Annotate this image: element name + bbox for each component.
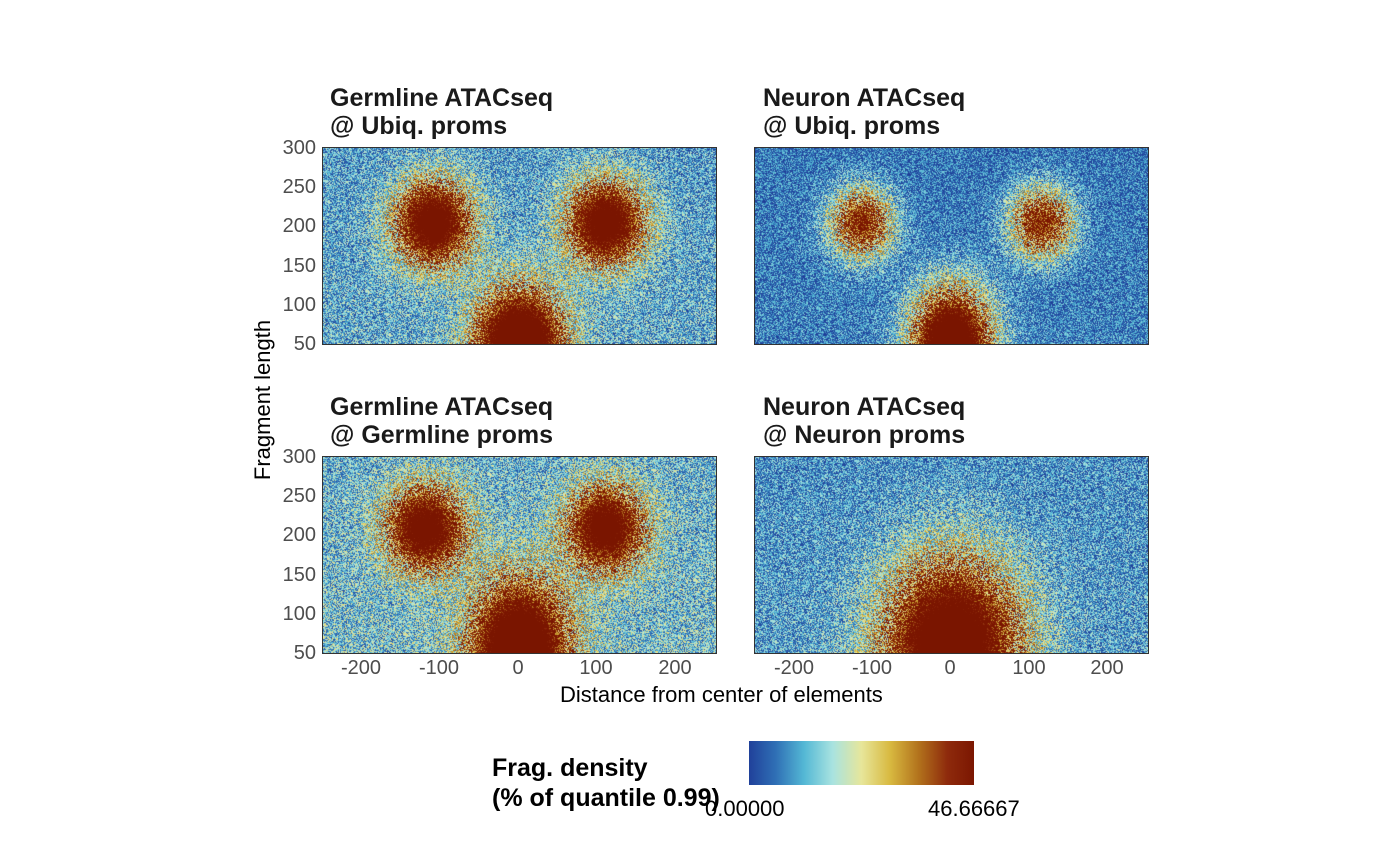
x-tick-label: -100 <box>851 657 893 679</box>
legend-max-label: 46.66667 <box>928 796 1020 821</box>
heatmap-canvas <box>323 457 716 653</box>
heatmap-panel-germline-ubiq <box>322 147 717 345</box>
y-tick-label: 250 <box>282 485 316 507</box>
x-tick-label: -100 <box>418 657 460 679</box>
x-tick-label: -200 <box>340 657 382 679</box>
panel-title-neuron-ubiq: Neuron ATACseq @ Ubiq. proms <box>763 84 965 140</box>
x-axis-label: Distance from center of elements <box>560 682 883 707</box>
x-tick-label: 0 <box>944 657 956 679</box>
heatmap-canvas <box>323 148 716 344</box>
y-tick-label: 150 <box>282 255 316 277</box>
heatmap-panel-neuron-ubiq <box>754 147 1149 345</box>
heatmap-canvas <box>755 148 1148 344</box>
x-tick-label: 200 <box>1090 657 1124 679</box>
legend-title: Frag. density (% of quantile 0.99) <box>492 753 720 813</box>
legend-min-label: 0.00000 <box>705 796 785 821</box>
panel-title-line1: Germline ATACseq <box>330 393 554 421</box>
y-tick-label: 100 <box>282 294 316 316</box>
legend-colorbar <box>747 741 976 785</box>
legend-title-line2: (% of quantile 0.99) <box>492 784 720 812</box>
x-tick-label: -200 <box>773 657 815 679</box>
y-tick-label: 300 <box>282 137 316 159</box>
y-tick-label: 200 <box>282 524 316 546</box>
panel-title-line2: @ Ubiq. proms <box>763 112 941 140</box>
panel-title-germline-germline: Germline ATACseq @ Germline proms <box>330 393 553 449</box>
panel-title-line2: @ Germline proms <box>330 421 554 449</box>
panel-title-germline-ubiq: Germline ATACseq @ Ubiq. proms <box>330 84 553 140</box>
y-tick-label: 250 <box>282 176 316 198</box>
y-tick-label: 50 <box>293 333 316 355</box>
x-tick-label: 0 <box>512 657 524 679</box>
panel-title-line1: Neuron ATACseq <box>763 393 966 421</box>
legend-title-line1: Frag. density <box>492 754 648 782</box>
x-tick-label: 200 <box>658 657 692 679</box>
y-axis-label: Fragment length <box>250 319 275 481</box>
panel-title-line2: @ Ubiq. proms <box>330 112 508 140</box>
y-tick-label: 100 <box>282 603 316 625</box>
panel-title-line1: Germline ATACseq <box>330 84 554 112</box>
panel-title-line2: @ Neuron proms <box>763 421 966 449</box>
y-tick-label: 300 <box>282 446 316 468</box>
y-tick-label: 200 <box>282 215 316 237</box>
x-tick-label: 100 <box>1012 657 1046 679</box>
y-tick-label: 150 <box>282 564 316 586</box>
x-tick-label: 100 <box>579 657 613 679</box>
panel-title-neuron-neuron: Neuron ATACseq @ Neuron proms <box>763 393 965 449</box>
y-tick-label: 50 <box>293 642 316 664</box>
heatmap-canvas <box>755 457 1148 653</box>
heatmap-panel-neuron-neuron <box>754 456 1149 654</box>
panel-title-line1: Neuron ATACseq <box>763 84 966 112</box>
heatmap-panel-germline-germline <box>322 456 717 654</box>
legend-colorbar-fill <box>747 741 976 785</box>
